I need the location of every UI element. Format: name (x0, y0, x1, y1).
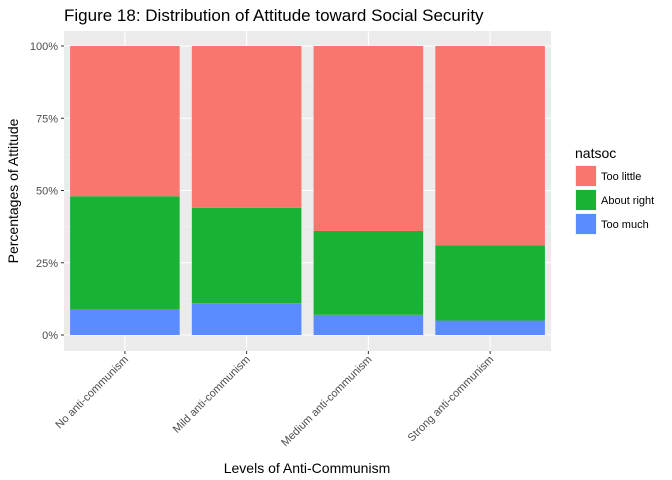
y-tick-label: 100% (30, 41, 58, 53)
legend-label: Too little (601, 171, 641, 183)
chart-title: Figure 18: Distribution of Attitude towa… (64, 6, 484, 25)
y-axis: 0% 25% 50% 75% 100% (30, 41, 64, 342)
legend-label: Too much (601, 219, 649, 231)
x-tick-label: Strong anti-communism (406, 354, 497, 445)
x-axis: No anti-communism Mild anti-communism Medi… (53, 351, 496, 449)
y-tick-label: 75% (36, 113, 58, 125)
bar-segment-about-right (70, 196, 180, 309)
legend-label: About right (601, 195, 654, 207)
y-tick-label: 0% (42, 330, 58, 342)
x-axis-title: Levels of Anti-Communism (224, 460, 391, 476)
y-tick-label: 25% (36, 258, 58, 270)
bar-segment-about-right (435, 245, 545, 321)
bar-segment-about-right (313, 230, 424, 315)
y-axis-title: Percentages of Attitude (5, 118, 21, 263)
bar-segment-too-much (70, 308, 180, 335)
bar-segment-too-much (435, 320, 545, 335)
bar-segment-too-little (70, 46, 180, 197)
legend-swatch (576, 166, 596, 186)
x-tick-label: No anti-communism (53, 354, 131, 432)
bar-segment-too-little (435, 46, 545, 246)
x-tick-label: Medium anti-communism (279, 354, 374, 449)
bar-segment-too-little (313, 46, 424, 231)
bar-segment-too-little (191, 46, 302, 208)
bar-segment-too-much (313, 314, 424, 335)
y-tick-label: 50% (36, 186, 58, 198)
legend-swatch (576, 214, 596, 234)
bar-segment-too-much (191, 303, 302, 335)
legend-title: natsoc (575, 145, 616, 161)
bars (70, 46, 545, 335)
legend: natsoc Too little About right Too much (575, 145, 654, 235)
x-tick-label: Mild anti-communism (171, 354, 253, 436)
bar-segment-about-right (191, 207, 302, 304)
legend-swatch (576, 190, 596, 210)
